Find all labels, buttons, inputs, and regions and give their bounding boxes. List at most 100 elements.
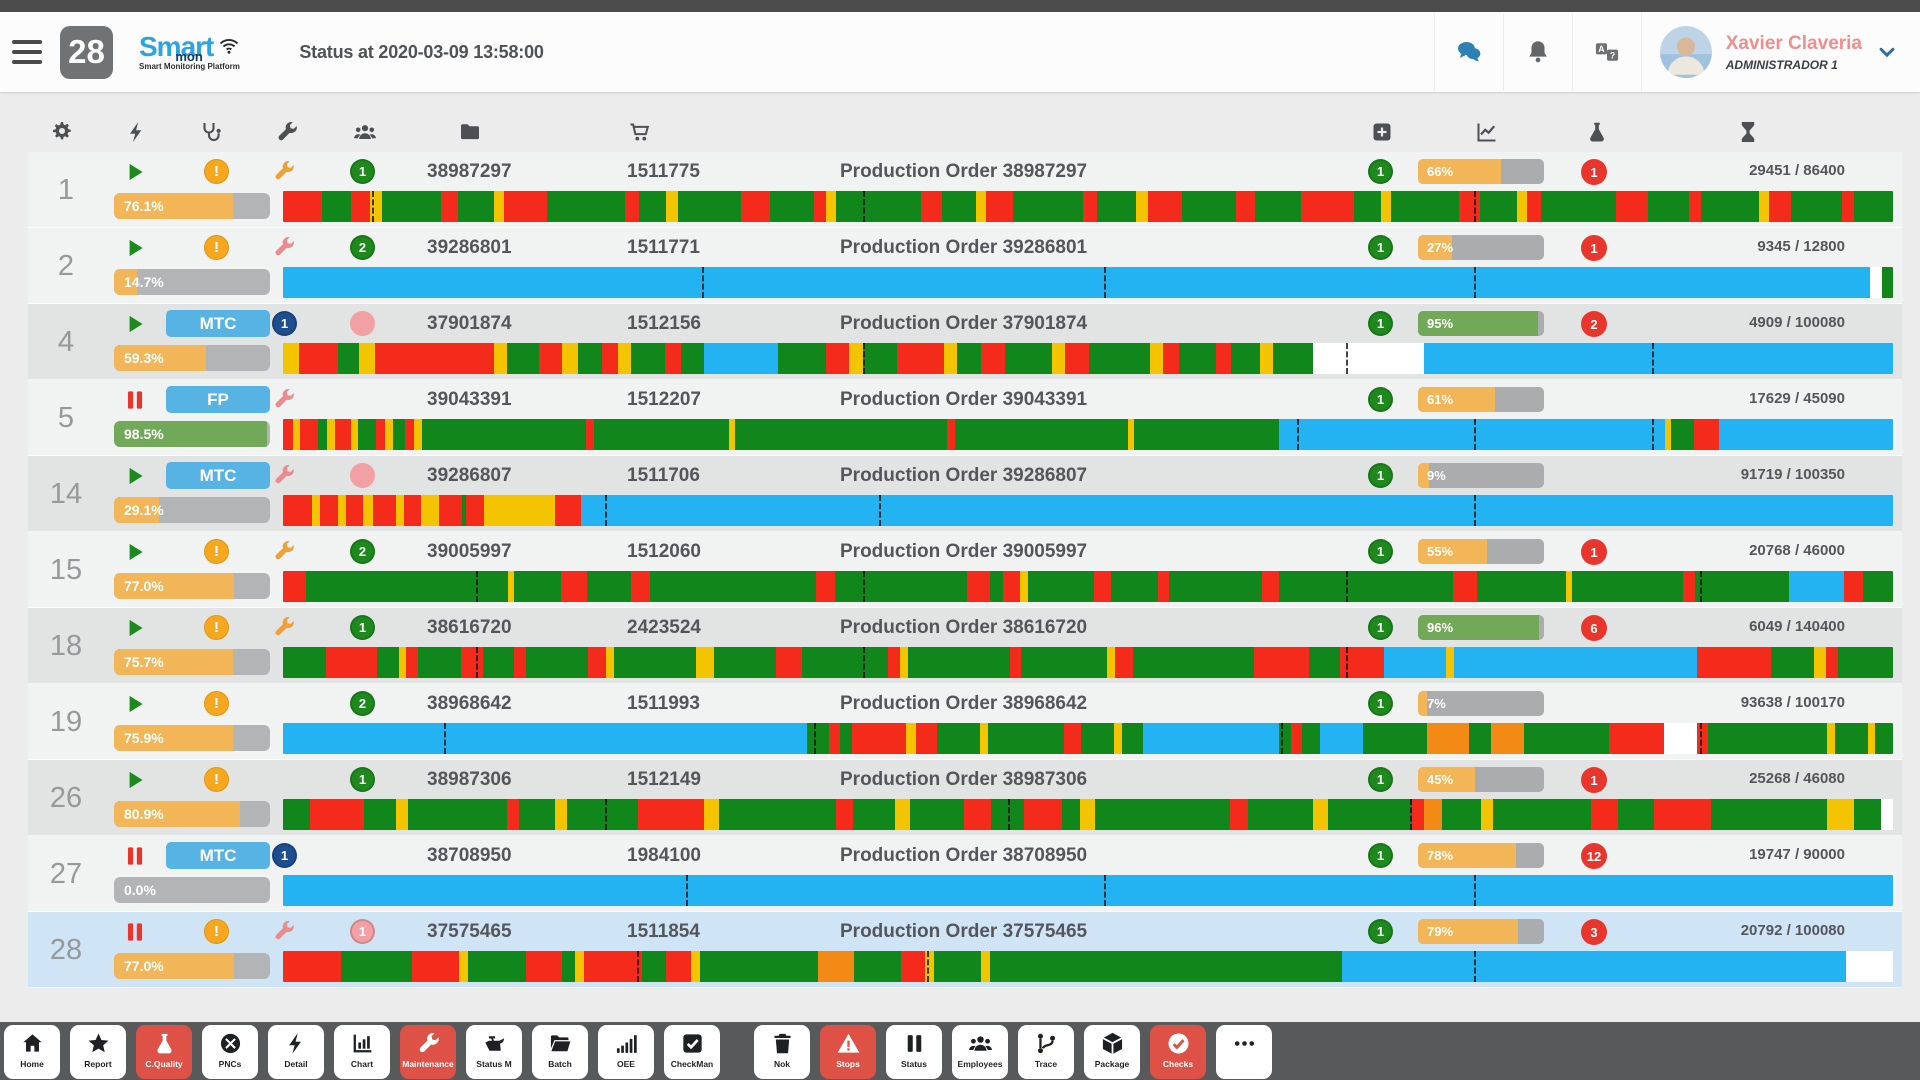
team-badge: 1 (350, 159, 375, 184)
toolbar-button-nok[interactable]: Nok (754, 1025, 810, 1079)
rate-fill (1418, 919, 1518, 944)
timeline-bar[interactable] (283, 951, 1893, 982)
timeline-segment (713, 647, 777, 678)
wrench-icon[interactable] (275, 120, 299, 144)
timeline-bar[interactable] (283, 647, 1893, 678)
timeline-bar[interactable] (283, 571, 1893, 602)
progress-value: 77.0% (124, 958, 164, 974)
machine-row[interactable]: 26! 1 38987306 1512149 Production Order 3898… (28, 760, 1902, 836)
timeline-segment (283, 571, 307, 602)
timeline-bar[interactable] (283, 267, 1893, 298)
toolbar-button-more[interactable] (1216, 1025, 1272, 1079)
toolbar-button-checks[interactable]: Checks (1150, 1025, 1206, 1079)
toolbar-button-batch[interactable]: Batch (532, 1025, 588, 1079)
stethoscope-icon[interactable] (198, 120, 222, 144)
machine-row[interactable]: 18! 1 38616720 2423524 Production Order 3861… (28, 608, 1902, 684)
toolbar-button-employees[interactable]: Employees (952, 1025, 1008, 1079)
machine-number: 19 (49, 705, 83, 738)
cart-icon[interactable] (628, 120, 652, 144)
flask-icon[interactable] (1585, 120, 1609, 144)
timeline-segment (1052, 343, 1066, 374)
translate-icon-button[interactable]: A? (1571, 13, 1641, 91)
timeline-segment (849, 343, 863, 374)
toolbar-button-oee[interactable]: OEE (598, 1025, 654, 1079)
toolbar-button-home[interactable]: Home (4, 1025, 60, 1079)
rate-bar: 79% (1418, 919, 1544, 944)
machine-row[interactable]: 15! 2 39005997 1512060 Production Order 3900… (28, 532, 1902, 608)
timeline-bar[interactable] (283, 419, 1893, 450)
timeline-segment (1572, 571, 1683, 602)
toolbar-button-package[interactable]: Package (1084, 1025, 1140, 1079)
part-number: 1511993 (627, 693, 700, 714)
timeline-bar[interactable] (283, 343, 1893, 374)
folder-icon[interactable] (458, 120, 482, 144)
machine-row[interactable]: 1! 1 38987297 1511775 Production Order 38987… (28, 152, 1902, 228)
timeline-segment (741, 191, 771, 222)
toolbar-button-maintenance[interactable]: Maintenance (400, 1025, 456, 1079)
timeline-segment (1021, 647, 1108, 678)
cogs-icon[interactable] (50, 120, 74, 144)
shift-marker (814, 723, 817, 754)
toolbar-button-c-quality[interactable]: C.Quality (136, 1025, 192, 1079)
shift-marker (1104, 875, 1107, 906)
timeline-segment (776, 647, 802, 678)
machine-row[interactable]: 14 MTC 39286807 1511706 Production Order 392… (28, 456, 1902, 532)
part-number: 1512156 (627, 313, 701, 334)
nok-badge: 1 (1581, 539, 1607, 565)
toolbar-button-status-m[interactable]: Status M (466, 1025, 522, 1079)
machine-row[interactable]: 2! 2 39286801 1511771 Production Order 39286… (28, 228, 1902, 304)
timeline-segment (1701, 191, 1760, 222)
timeline-segment (583, 951, 642, 982)
timeline-segment (283, 191, 322, 222)
timeline-segment (957, 343, 982, 374)
part-number: 1511775 (627, 161, 700, 182)
toolbar-button-report[interactable]: Report (70, 1025, 126, 1079)
toolbar-button-trace[interactable]: Trace (1018, 1025, 1074, 1079)
shift-marker (927, 951, 929, 982)
chevron-down-icon[interactable] (1876, 41, 1898, 63)
timeline-segment (1454, 647, 1697, 678)
timeline-segment (561, 571, 587, 602)
menu-icon[interactable] (12, 40, 42, 64)
timeline-bar[interactable] (283, 495, 1893, 526)
part-number: 1512060 (627, 541, 701, 562)
nok-badge: 6 (1581, 615, 1607, 641)
toolbar-button-detail[interactable]: Detail (268, 1025, 324, 1079)
timeline-bar[interactable] (283, 723, 1893, 754)
bell-icon-button[interactable] (1502, 13, 1572, 91)
timeline-bar[interactable] (283, 799, 1893, 830)
bolt-icon[interactable] (125, 120, 149, 144)
timeline-bar[interactable] (283, 191, 1893, 222)
machine-row[interactable]: 4 MTC 1 37901874 1512156 Production Order 379… (28, 304, 1902, 380)
progress-value: 76.1% (124, 198, 164, 214)
machine-row[interactable]: 19! 2 38968642 1511993 Production Order 3896… (28, 684, 1902, 760)
timeline-segment (888, 647, 900, 678)
timeline-segment (916, 723, 938, 754)
timeline-bar[interactable] (283, 875, 1893, 906)
machine-row[interactable]: 28! 1 37575465 1511854 Production Order 3757… (28, 912, 1902, 988)
users-icon[interactable] (353, 120, 377, 144)
machine-row[interactable]: 5 FP 39043391 1512207 Production Order 39043… (28, 380, 1902, 456)
toolbar-button-chart[interactable]: Chart (334, 1025, 390, 1079)
timeline-segment (373, 495, 396, 526)
hourglass-icon[interactable] (1736, 120, 1760, 144)
toolbar-button-stops[interactable]: Stops (820, 1025, 876, 1079)
toolbar-button-checkman[interactable]: CheckMan (664, 1025, 720, 1079)
timeline-segment (899, 647, 908, 678)
toolbar-button-pncs[interactable]: PNCs (202, 1025, 258, 1079)
plus-square-icon[interactable] (1370, 120, 1394, 144)
timeline-segment (398, 647, 407, 678)
machine-row[interactable]: 27 MTC 1 38708950 1984100 Production Order 38… (28, 836, 1902, 912)
timeline-segment (306, 571, 509, 602)
timeline-segment (345, 495, 364, 526)
timeline-segment (439, 495, 462, 526)
rate-bar: 78% (1418, 843, 1544, 868)
rate-value: 45% (1427, 772, 1454, 787)
timeline-segment (989, 951, 1343, 982)
rate-value: 61% (1427, 392, 1454, 407)
chat-icon-button[interactable] (1433, 13, 1503, 91)
user-menu[interactable]: Xavier Claveria ADMINISTRADOR 1 (1640, 13, 1920, 91)
timeline-segment (1710, 799, 1828, 830)
toolbar-button-status[interactable]: Status (886, 1025, 942, 1079)
chart-line-icon[interactable] (1475, 120, 1499, 144)
